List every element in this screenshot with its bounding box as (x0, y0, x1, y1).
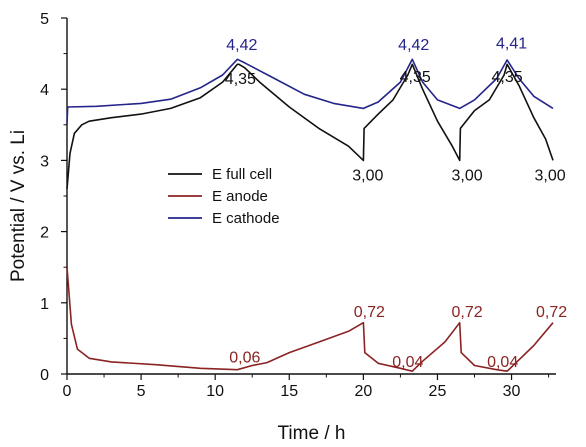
data-label: 3,00 (452, 167, 483, 184)
data-label: 4,42 (398, 37, 429, 54)
data-label: 0,06 (229, 350, 260, 367)
x-tick-label: 0 (63, 383, 72, 400)
y-tick-label: 1 (40, 296, 49, 313)
data-label: 4,42 (226, 37, 257, 54)
series-line-e-cathode (66, 58, 554, 124)
x-ticks: 0 5 10 15 20 25 30 (63, 374, 550, 400)
data-label: 4,41 (496, 36, 527, 53)
x-tick-label: 15 (280, 383, 298, 400)
y-tick-label: 3 (40, 153, 49, 170)
x-tick-label: 25 (429, 383, 447, 400)
y-tick-label: 0 (40, 367, 49, 384)
data-label: 4,35 (400, 69, 431, 86)
legend-label-e-full-cell: E full cell (212, 166, 272, 183)
data-label: 4,35 (225, 71, 256, 88)
x-tick-label: 20 (354, 383, 372, 400)
series-line-e-anode (66, 267, 554, 372)
y-ticks: 0 1 2 3 4 5 (40, 11, 67, 384)
legend-label-e-anode: E anode (212, 188, 268, 205)
x-tick-label: 30 (503, 383, 521, 400)
series-line-e-full-cell (66, 63, 554, 189)
y-tick-label: 4 (40, 82, 49, 99)
data-label: 0,72 (536, 304, 567, 321)
y-tick-label: 2 (40, 225, 49, 242)
x-tick-label: 5 (137, 383, 146, 400)
data-label: 0,72 (452, 304, 483, 321)
x-tick-label: 10 (206, 383, 224, 400)
x-axis-title: Time / h (278, 423, 346, 444)
data-label: 0,72 (354, 304, 385, 321)
data-label: 3,00 (352, 167, 383, 184)
data-label: 0,04 (487, 354, 518, 371)
data-label: 0,04 (392, 354, 423, 371)
data-label: 4,35 (492, 69, 523, 86)
annotations: 4,42 4,35 3,00 0,72 0,06 4,42 4,35 3,00 0,72 0,04… (225, 36, 567, 371)
y-axis-title: Potential / V vs. Li (8, 130, 29, 282)
data-label: 3,00 (535, 167, 566, 184)
legend-label-e-cathode: E cathode (212, 210, 280, 227)
legend: E full cell E anode E cathode (168, 166, 280, 227)
y-tick-label: 5 (40, 11, 49, 28)
series-layer (66, 58, 554, 372)
